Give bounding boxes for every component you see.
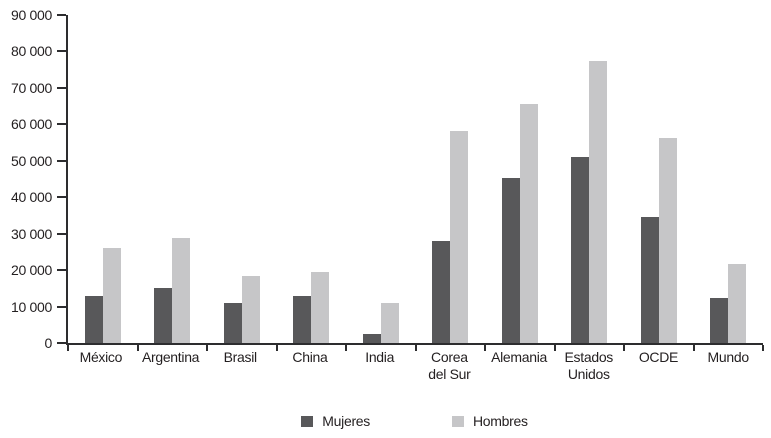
- x-axis-tick: [67, 345, 69, 351]
- y-axis-tick: [57, 14, 66, 16]
- bar-hombres: [589, 61, 608, 343]
- x-axis-category-label: Corea del Sur: [428, 349, 471, 382]
- bar-mujeres: [710, 297, 729, 343]
- y-axis-tick: [57, 269, 66, 272]
- bar-mujeres: [223, 302, 242, 343]
- y-axis-tick: [57, 50, 66, 53]
- plot-area: [66, 15, 763, 345]
- legend-swatch-mujeres: [301, 415, 314, 427]
- bar-hombres: [658, 138, 677, 343]
- y-axis-tick-label: 80 000: [10, 43, 52, 60]
- legend-swatch-hombres: [452, 415, 464, 427]
- bar-mujeres: [571, 157, 590, 343]
- y-axis-tick: [57, 123, 66, 126]
- x-axis-tick: [414, 345, 417, 351]
- y-axis-tick: [57, 342, 66, 344]
- x-axis-tick: [692, 345, 695, 351]
- bar-mujeres: [432, 240, 451, 343]
- x-axis-tick: [206, 345, 208, 351]
- x-axis-tick: [623, 345, 625, 351]
- bar-mujeres: [501, 177, 520, 343]
- bar-hombres: [172, 238, 191, 343]
- x-axis-category-label: Mundo: [707, 349, 750, 365]
- legend-label: Mujeres: [322, 413, 370, 429]
- x-axis-category-label: India: [365, 349, 395, 365]
- y-axis-tick-label: 0: [44, 335, 53, 351]
- bar-hombres: [519, 103, 538, 343]
- x-axis-category-label: Argentina: [141, 349, 200, 365]
- y-axis-tick-label: 30 000: [10, 225, 52, 242]
- bar-mujeres: [84, 296, 103, 343]
- x-axis-tick: [275, 345, 278, 351]
- bar-hombres: [380, 302, 399, 343]
- y-axis-tick: [57, 86, 66, 89]
- x-axis-category-label: Estados Unidos: [564, 349, 614, 382]
- x-axis-category-label: Brasil: [223, 349, 258, 365]
- y-axis-tick-label: 70 000: [10, 79, 52, 96]
- y-axis-tick: [57, 305, 66, 308]
- y-axis-tick-label: 40 000: [10, 189, 52, 206]
- bar-hombres: [450, 130, 469, 343]
- legend: Mujeres Hombres: [66, 413, 763, 429]
- y-axis-tick: [57, 232, 66, 235]
- bar-mujeres: [640, 216, 659, 343]
- y-axis-tick-label: 20 000: [10, 262, 52, 279]
- x-axis-tick: [762, 345, 764, 351]
- x-axis-labels: México Argentina Brasil China India Corea del…: [66, 349, 763, 383]
- y-axis-tick: [57, 159, 66, 162]
- bar-mujeres: [154, 287, 173, 343]
- legend-item-mujeres: Mujeres: [301, 413, 370, 429]
- bar-mujeres: [293, 296, 312, 343]
- x-axis-category-label: China: [292, 349, 328, 365]
- x-axis-tick: [136, 345, 139, 351]
- y-axis-tick-label: 60 000: [10, 116, 52, 133]
- bar-hombres: [241, 275, 260, 343]
- x-axis-tick: [553, 345, 556, 351]
- bar-hombres: [311, 271, 330, 343]
- x-axis-category-label: México: [79, 349, 123, 365]
- y-axis-tick-label: 10 000: [10, 298, 52, 315]
- x-axis-tick: [484, 345, 486, 351]
- bar-mujeres: [362, 333, 381, 343]
- y-axis-tick: [57, 196, 66, 199]
- x-axis-tick: [345, 345, 347, 351]
- bar-hombres: [102, 248, 121, 343]
- y-axis-tick-label: 50 000: [10, 152, 52, 169]
- legend-label: Hombres: [473, 413, 528, 429]
- y-axis-tick-label: 90 000: [10, 7, 52, 23]
- x-axis-category-label: Alemania: [491, 349, 548, 365]
- x-axis-category-label: OCDE: [638, 349, 679, 365]
- legend-item-hombres: Hombres: [452, 413, 528, 429]
- bar-hombres: [728, 263, 747, 343]
